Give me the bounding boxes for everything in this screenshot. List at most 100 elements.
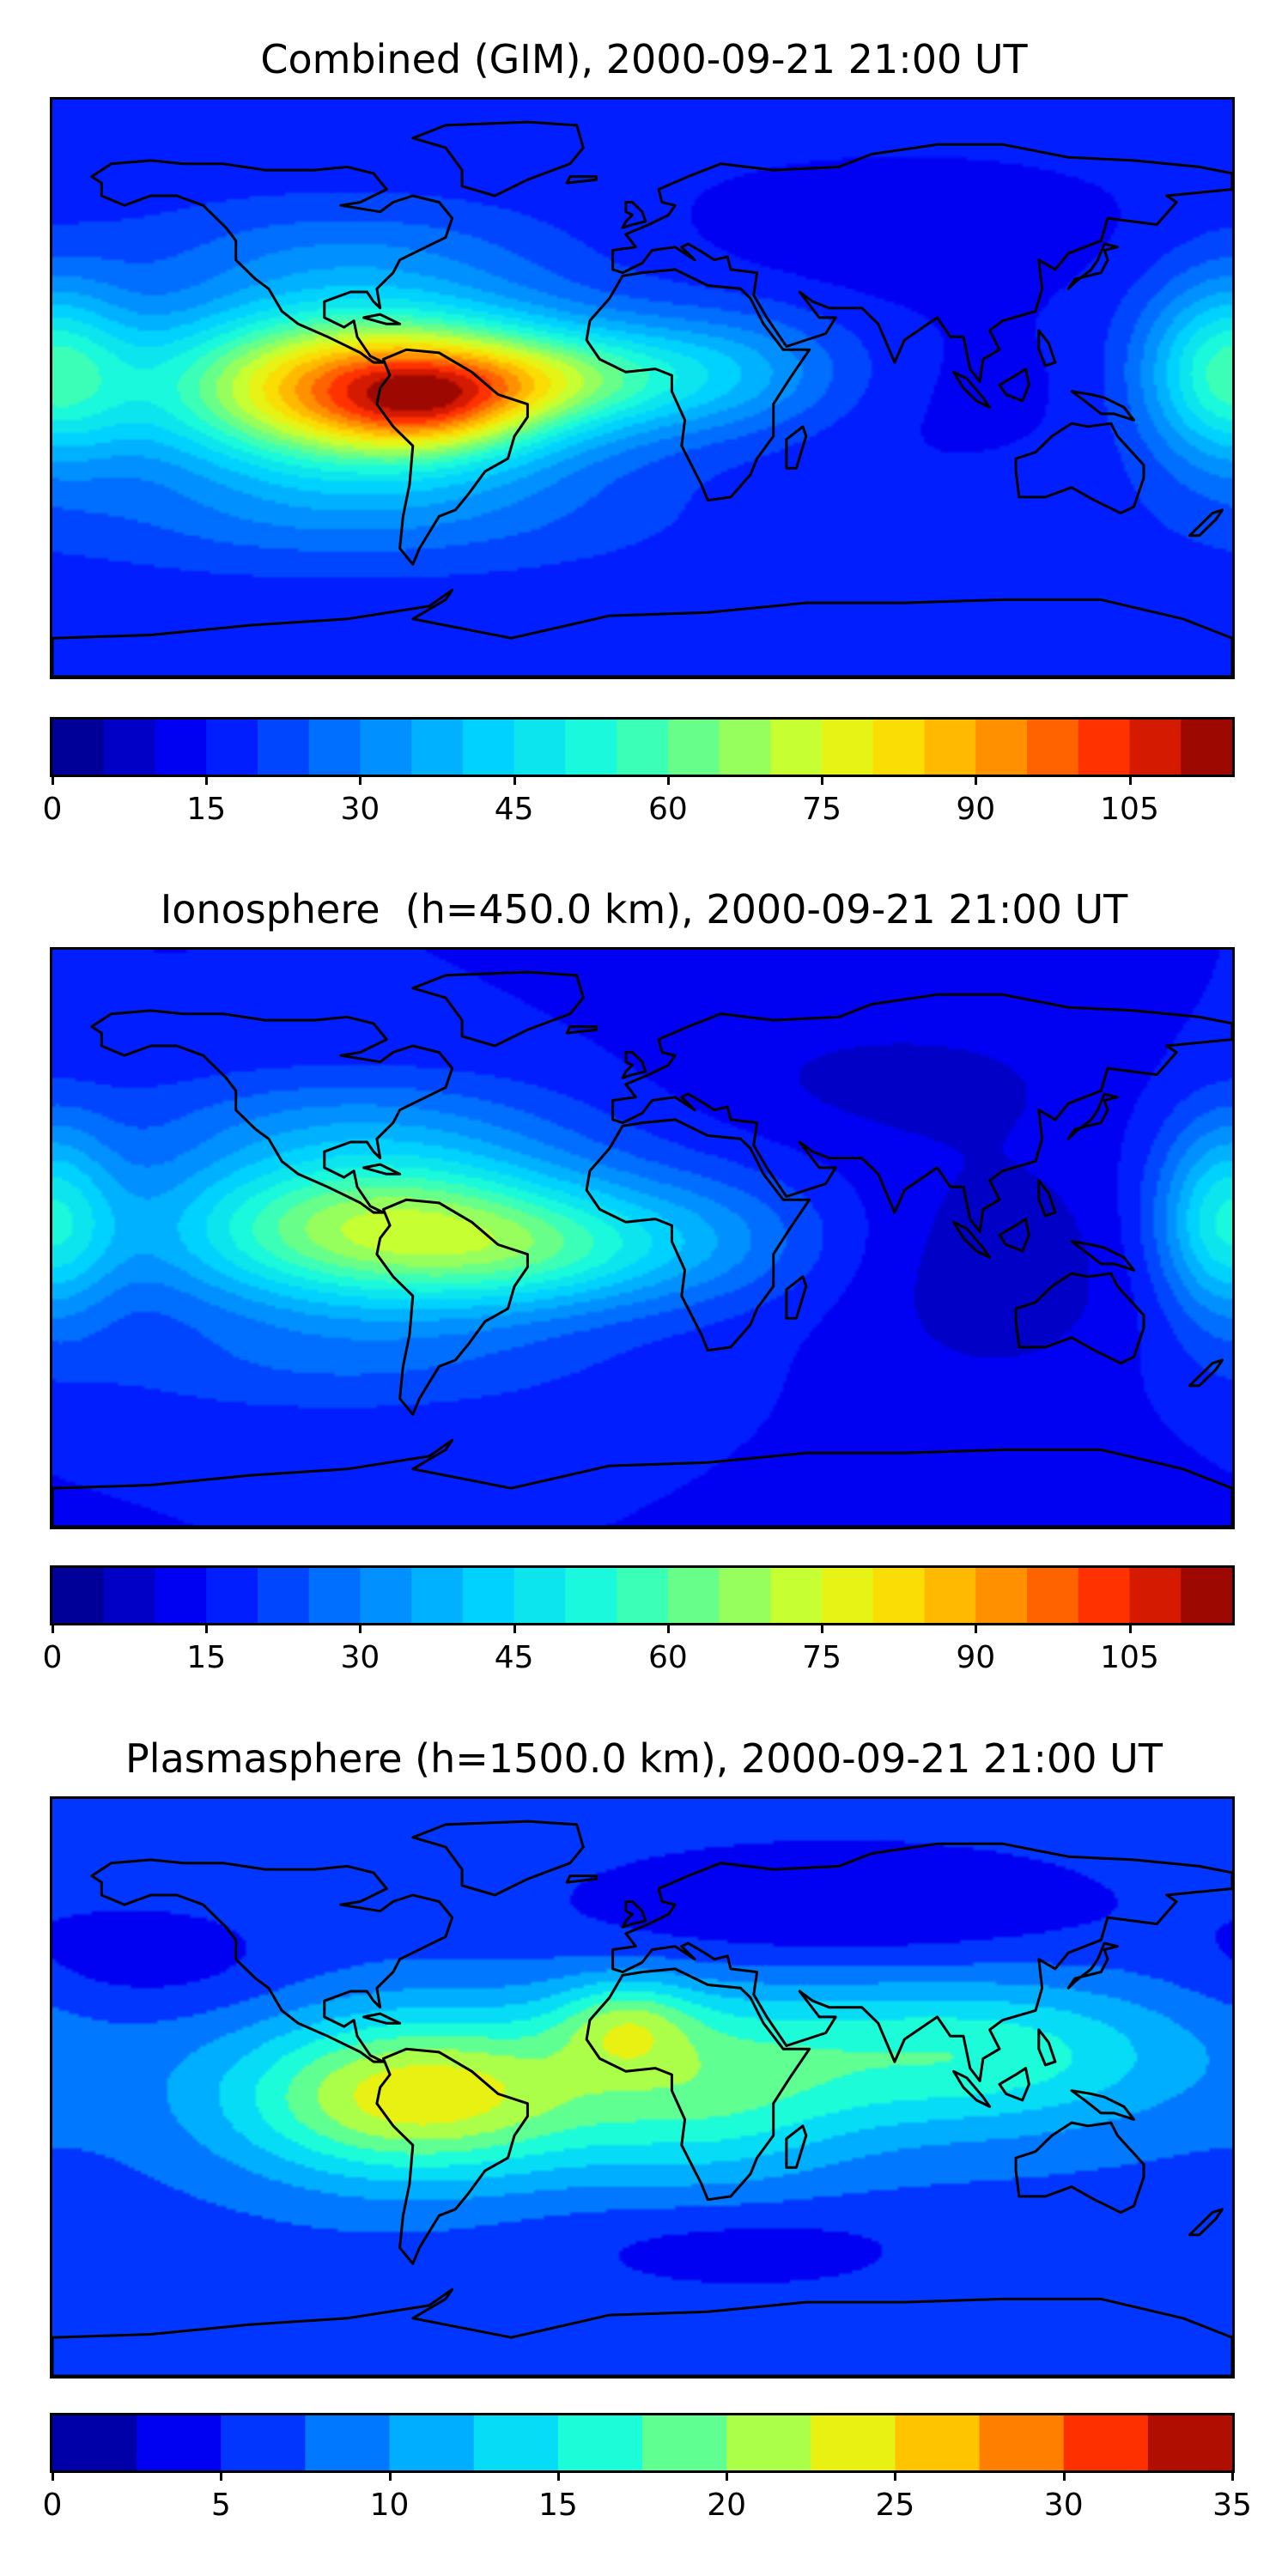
colorbar-tick xyxy=(821,775,824,785)
colorbar-segment xyxy=(1181,720,1232,775)
colorbar-ionosphere xyxy=(50,1565,1235,1625)
coastline-south-america xyxy=(375,2047,529,2265)
coastline-africa xyxy=(585,1118,811,1352)
colorbar-segment xyxy=(822,720,874,775)
coastline-africa xyxy=(585,1967,811,2202)
coastline-new-zealand xyxy=(1188,508,1224,538)
colorbar-segment xyxy=(1078,720,1131,775)
colorbar-combined xyxy=(50,717,1235,777)
colorbar-segment xyxy=(565,1568,617,1623)
colorbar-segment xyxy=(667,1568,720,1623)
coastline-great-britain xyxy=(621,1051,647,1079)
colorbar-tick xyxy=(975,775,978,785)
coastline-antarctica xyxy=(52,1438,1232,1527)
coastline-japan xyxy=(1066,1941,1119,1990)
colorbar-tick-label: 60 xyxy=(647,792,688,827)
coastline-south-america xyxy=(375,348,529,566)
colorbar-segment xyxy=(975,720,1028,775)
colorbar-segment xyxy=(979,2415,1065,2470)
coastline-borneo xyxy=(998,368,1030,403)
colorbar-tick xyxy=(359,775,362,785)
colorbar-segment xyxy=(872,1568,926,1623)
colorbar-segment xyxy=(221,2415,307,2470)
colorbar-tick-label: 0 xyxy=(42,1640,63,1675)
map-ionosphere xyxy=(50,947,1235,1529)
coastlines-combined xyxy=(52,120,1232,677)
colorbar-tick xyxy=(894,2470,897,2481)
coastline-new-zealand xyxy=(1188,1358,1224,1388)
colorbar-tick xyxy=(359,1623,362,1633)
coastline-north-america xyxy=(90,1009,454,1214)
colorbar-segment xyxy=(103,1568,156,1623)
colorbar-segment xyxy=(389,2415,475,2470)
colorbar-segment xyxy=(308,1568,361,1623)
colorbar-segment xyxy=(872,720,926,775)
coastline-madagascar xyxy=(785,1275,808,1320)
coastline-japan xyxy=(1066,242,1119,290)
colorbar-tick-label: 105 xyxy=(1100,792,1159,827)
colorbar-tick-label: 90 xyxy=(956,1640,996,1675)
colorbar-tick-label: 60 xyxy=(647,1640,688,1675)
colorbar-tick xyxy=(666,1623,670,1633)
coastline-new-guinea xyxy=(1070,1240,1135,1272)
coastlines-ionosphere xyxy=(52,970,1232,1527)
colorbar-segment xyxy=(52,1568,105,1623)
colorbar-segment xyxy=(565,720,617,775)
map-plasmasphere xyxy=(50,1796,1235,2379)
chart-title-combined: Combined (GIM), 2000-09-21 21:00 UT xyxy=(260,36,1028,82)
coastline-australia xyxy=(1014,2121,1145,2215)
colorbar-plasmasphere-svg xyxy=(52,2415,1232,2470)
coastline-great-britain xyxy=(621,201,647,229)
colorbar-segment xyxy=(1129,720,1182,775)
colorbar-segment xyxy=(257,1568,310,1623)
colorbar-segment xyxy=(257,720,310,775)
coastline-madagascar xyxy=(785,2124,808,2169)
coastline-new-zealand xyxy=(1188,2208,1224,2237)
colorbar-plasmasphere xyxy=(50,2413,1235,2473)
colorbar-segment xyxy=(1063,2415,1149,2470)
colorbar-segment xyxy=(155,1568,207,1623)
colorbar-tick-label: 25 xyxy=(875,2488,915,2523)
map-combined xyxy=(50,97,1235,679)
chart-title-ionosphere: Ionosphere (h=450.0 km), 2000-09-21 21:0… xyxy=(160,886,1128,933)
coastline-iceland xyxy=(565,175,598,185)
colorbar-tick-label: 75 xyxy=(802,1640,841,1675)
colorbar-tick-label: 105 xyxy=(1100,1640,1159,1675)
colorbar-segment xyxy=(360,720,412,775)
coastline-cuba xyxy=(362,313,402,325)
colorbar-tick xyxy=(726,2470,729,2481)
colorbar-tick xyxy=(975,1623,978,1633)
coastline-antarctica xyxy=(52,2287,1232,2376)
coastline-great-britain xyxy=(621,1900,647,1929)
colorbar-segment xyxy=(770,720,823,775)
colorbar-tick xyxy=(52,2470,54,2481)
colorbar-ionosphere-ticks: 0 15 30 45 60 75 90 105 xyxy=(43,1623,1235,1675)
colorbar-tick xyxy=(666,775,670,785)
colorbar-segment xyxy=(975,1568,1028,1623)
colorbar-segment xyxy=(617,720,669,775)
coastline-south-america xyxy=(375,1198,529,1416)
colorbar-segment xyxy=(811,2415,896,2470)
coastlines-plasmasphere xyxy=(52,1820,1232,2376)
colorbar-tick-label: 20 xyxy=(707,2488,747,2523)
colorbar-tick-label: 0 xyxy=(42,792,63,827)
colorbar-tick-label: 5 xyxy=(210,2488,231,2523)
colorbar-tick xyxy=(821,1623,824,1633)
colorbar-tick-label: 0 xyxy=(42,2488,63,2523)
colorbar-segment xyxy=(1027,720,1079,775)
coastline-greenland xyxy=(411,970,585,1048)
coastline-borneo xyxy=(998,1218,1030,1253)
coastline-australia xyxy=(1014,422,1145,515)
colorbar-segment xyxy=(822,1568,874,1623)
coastline-borneo xyxy=(998,2067,1030,2102)
coastline-cuba xyxy=(362,1163,402,1176)
colorbar-segment xyxy=(1181,1568,1232,1623)
colorbar-tick-label: 15 xyxy=(186,792,227,827)
colorbar-tick-label: 30 xyxy=(340,792,380,827)
colorbar-segment xyxy=(770,1568,823,1623)
map-combined-svg xyxy=(52,100,1232,677)
colorbar-tick xyxy=(205,1623,209,1633)
colorbar-tick-label: 15 xyxy=(538,2488,578,2523)
colorbar-tick-label: 35 xyxy=(1212,2488,1252,2523)
coastline-sumatra xyxy=(952,2069,992,2108)
